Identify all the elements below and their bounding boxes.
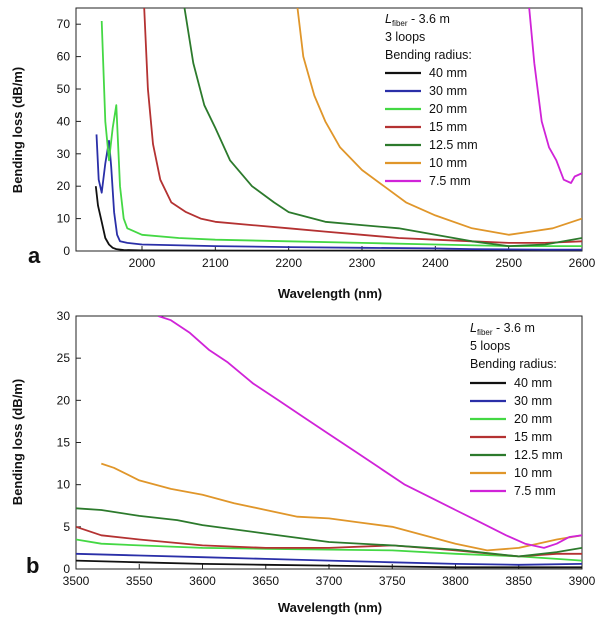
panel-b-series-group bbox=[76, 316, 582, 569]
panel-a-series-group bbox=[94, 8, 582, 251]
panel-a-legend-label-15-mm: 15 mm bbox=[429, 120, 467, 134]
panel-a-y-tick-label: 60 bbox=[57, 50, 71, 64]
panel-b-x-tick-label: 3900 bbox=[569, 574, 596, 588]
panel-b-legend-label-40-mm: 40 mm bbox=[514, 376, 552, 390]
panel-b-letter: b bbox=[26, 553, 39, 578]
panel-b-series-line-10-mm bbox=[101, 462, 582, 552]
panel-a-x-tick-label: 2600 bbox=[569, 256, 596, 270]
panel-a-series-line-15-mm bbox=[143, 8, 582, 244]
panel-a-x-tick-label: 2300 bbox=[349, 256, 376, 270]
panel-b-legend: Lfiber - 3.6 m 5 loops Bending radius: 4… bbox=[470, 321, 563, 498]
panel-a-y-tick-label: 40 bbox=[57, 114, 71, 128]
panel-a-legend-heading: Bending radius: bbox=[385, 48, 472, 62]
panel-a-letter: a bbox=[28, 243, 41, 268]
panel-b-x-tick-label: 3550 bbox=[126, 574, 153, 588]
panel-b-legend-label-10-mm: 10 mm bbox=[514, 466, 552, 480]
panel-b-legend-label-20-mm: 20 mm bbox=[514, 412, 552, 426]
panel-b-legend-label-30-mm: 30 mm bbox=[514, 394, 552, 408]
panel-b-series-line-7-5-mm bbox=[157, 316, 582, 549]
panel-b: 0 5 10 15 20 25 30 3500 3550 3600 3650 3700 3750 380… bbox=[10, 309, 596, 615]
panel-a-series-line-30-mm bbox=[95, 134, 582, 251]
panel-a-legend: Lfiber - 3.6 m 3 loops Bending radius: 4… bbox=[385, 12, 478, 188]
panel-a-legend-label-10-mm: 10 mm bbox=[429, 156, 467, 170]
panel-a-legend-label-12-5-mm: 12.5 mm bbox=[429, 138, 478, 152]
panel-b-y-tick-label: 25 bbox=[57, 351, 71, 365]
panel-b-x-tick-label: 3700 bbox=[316, 574, 343, 588]
panel-b-x-tick-label: 3650 bbox=[252, 574, 279, 588]
panel-b-series-line-20-mm bbox=[76, 538, 582, 562]
panel-a-series-line-20-mm bbox=[100, 20, 582, 248]
panel-b-y-tick-label: 15 bbox=[57, 436, 71, 450]
panel-b-series-line-40-mm bbox=[76, 559, 582, 569]
panel-b-x-tick-label: 3500 bbox=[63, 574, 90, 588]
panel-b-x-tick-label: 3750 bbox=[379, 574, 406, 588]
panel-b-y-tick-label: 30 bbox=[57, 309, 71, 323]
panel-a: 0 10 20 30 40 50 60 70 2000 2100 2200 2300 2400 2500… bbox=[10, 7, 596, 301]
panel-a-legend-loops: 3 loops bbox=[385, 30, 425, 44]
panel-a-x-tick-label: 2400 bbox=[422, 256, 449, 270]
panel-a-legend-label-30-mm: 30 mm bbox=[429, 84, 467, 98]
panel-a-y-ticks: 0 10 20 30 40 50 60 70 bbox=[57, 17, 81, 258]
panel-a-legend-fiber-label: Lfiber - 3.6 m bbox=[385, 12, 450, 28]
panel-a-y-tick-label: 20 bbox=[57, 179, 71, 193]
panel-a-legend-label-20-mm: 20 mm bbox=[429, 102, 467, 116]
panel-a-y-axis-title: Bending loss (dB/m) bbox=[10, 67, 25, 193]
panel-b-x-tick-label: 3800 bbox=[442, 574, 469, 588]
panel-a-x-tick-label: 2000 bbox=[129, 256, 156, 270]
panel-a-x-tick-label: 2100 bbox=[202, 256, 229, 270]
panel-a-y-tick-label: 50 bbox=[57, 82, 71, 96]
panel-b-series-line-30-mm bbox=[76, 552, 582, 566]
panel-b-legend-fiber-label: Lfiber - 3.6 m bbox=[470, 321, 535, 337]
panel-b-x-tick-label: 3850 bbox=[505, 574, 532, 588]
panel-a-y-tick-label: 70 bbox=[57, 17, 71, 31]
panel-b-legend-label-7-5-mm: 7.5 mm bbox=[514, 484, 556, 498]
panel-b-y-tick-label: 10 bbox=[57, 478, 71, 492]
panel-b-y-tick-label: 20 bbox=[57, 393, 71, 407]
panel-a-y-tick-label: 30 bbox=[57, 147, 71, 161]
panel-a-y-tick-label: 0 bbox=[63, 244, 70, 258]
panel-a-x-tick-label: 2200 bbox=[275, 256, 302, 270]
panel-a-series-line-40-mm bbox=[94, 186, 582, 251]
panel-a-y-tick-label: 10 bbox=[57, 212, 71, 226]
panel-a-series-line-7-5-mm bbox=[528, 8, 582, 184]
panel-b-y-tick-label: 5 bbox=[63, 520, 70, 534]
panel-b-legend-label-12-5-mm: 12.5 mm bbox=[514, 448, 563, 462]
panel-b-y-axis-title: Bending loss (dB/m) bbox=[10, 379, 25, 505]
panel-b-series-line-12-5-mm bbox=[76, 507, 582, 558]
panel-a-x-axis-title: Wavelength (nm) bbox=[278, 286, 382, 301]
panel-b-x-ticks: 3500 3550 3600 3650 3700 3750 3800 3850 3900 bbox=[63, 564, 596, 588]
panel-b-legend-heading: Bending radius: bbox=[470, 357, 557, 371]
panel-a-legend-items: 40 mm 30 mm 20 mm 15 mm 12.5 mm 10 mm 7.5 mm bbox=[385, 66, 478, 188]
panel-a-series-line-12-5-mm bbox=[183, 8, 582, 248]
panel-a-legend-label-7-5-mm: 7.5 mm bbox=[429, 174, 471, 188]
panel-a-x-tick-label: 2500 bbox=[495, 256, 522, 270]
panel-b-x-tick-label: 3600 bbox=[189, 574, 216, 588]
panel-b-plot-frame bbox=[75, 315, 583, 570]
panel-b-legend-label-15-mm: 15 mm bbox=[514, 430, 552, 444]
panel-a-legend-label-40-mm: 40 mm bbox=[429, 66, 467, 80]
panel-b-legend-loops: 5 loops bbox=[470, 339, 510, 353]
panel-b-y-tick-label: 0 bbox=[63, 562, 70, 576]
panel-b-legend-items: 40 mm 30 mm 20 mm 15 mm 12.5 mm 10 mm 7.5 mm bbox=[470, 376, 563, 498]
panel-b-y-ticks: 0 5 10 15 20 25 30 bbox=[57, 309, 81, 576]
panel-b-x-axis-title: Wavelength (nm) bbox=[278, 600, 382, 615]
panel-a-series-line-10-mm bbox=[296, 8, 582, 236]
